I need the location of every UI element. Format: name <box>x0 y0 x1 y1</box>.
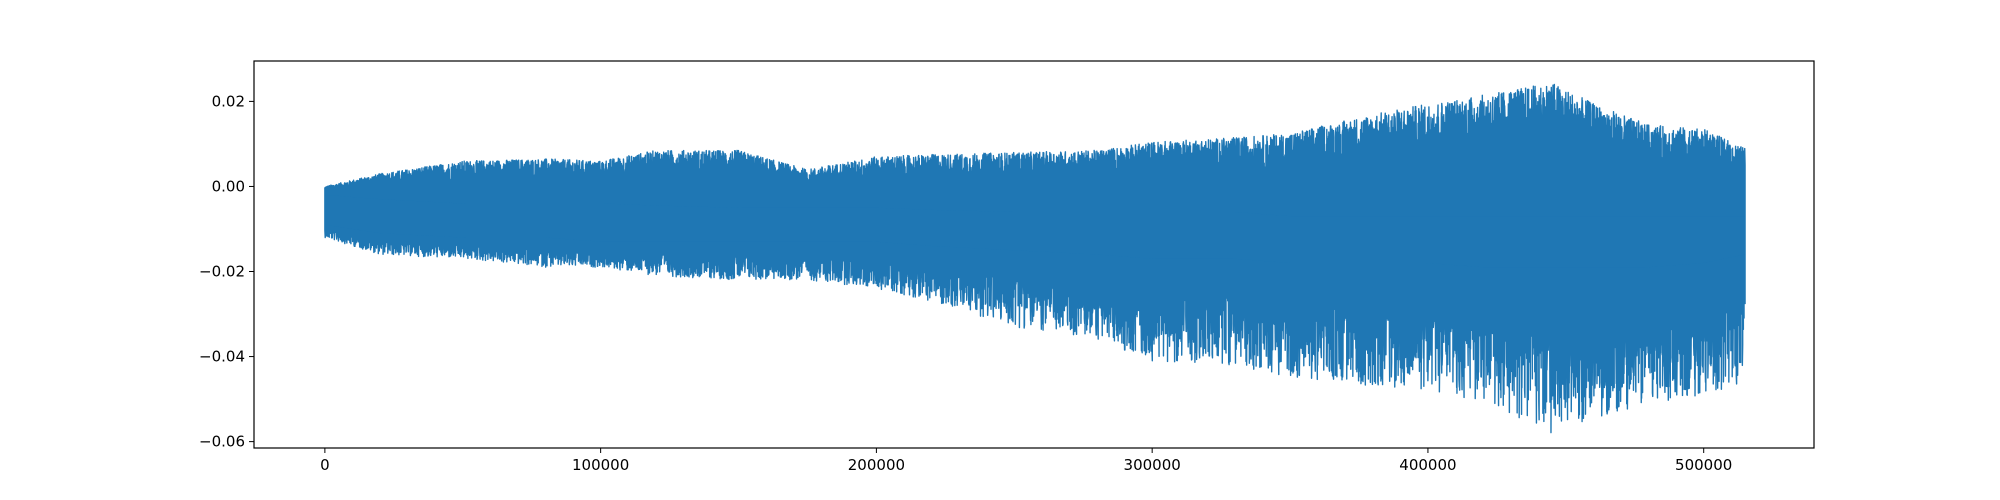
y-axis: 0.02 0.00 −0.02 −0.04 −0.06 <box>199 92 254 451</box>
axes-frame <box>253 60 1815 449</box>
x-tick-label: 200000 <box>848 456 905 474</box>
x-axis: 0 100000 200000 300000 400000 500000 <box>320 448 1732 474</box>
y-tick-label: −0.06 <box>199 433 245 451</box>
y-tick-label: −0.02 <box>199 263 245 281</box>
waveform-core-band <box>324 194 1746 268</box>
y-tick-label: 0.00 <box>212 177 245 195</box>
x-tick-label: 500000 <box>1675 456 1732 474</box>
y-tick-label: −0.04 <box>199 348 245 366</box>
plot-area <box>324 83 1746 434</box>
x-tick-label: 100000 <box>572 456 629 474</box>
x-tick-label: 400000 <box>1399 456 1456 474</box>
x-tick-label: 0 <box>320 456 330 474</box>
x-tick-label: 300000 <box>1124 456 1181 474</box>
y-tick-label: 0.02 <box>212 92 245 110</box>
